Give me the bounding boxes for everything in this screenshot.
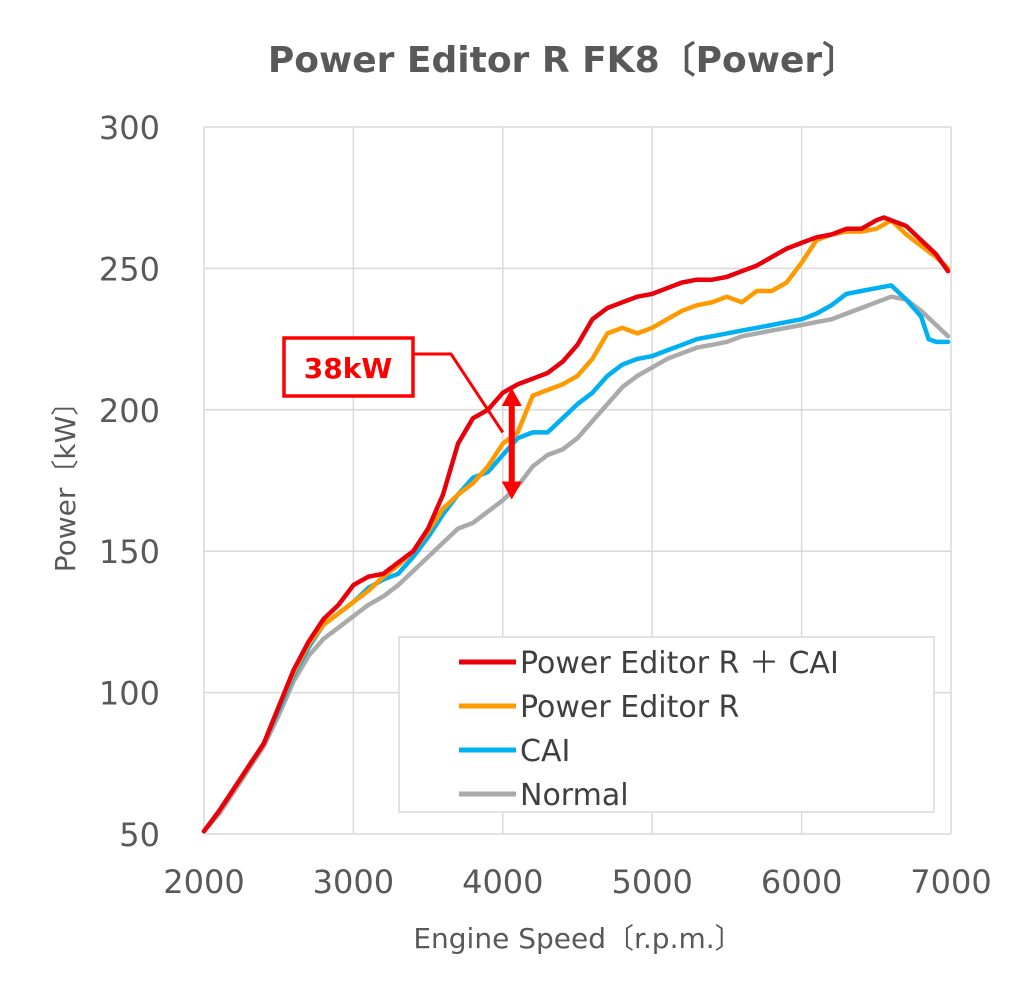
x-axis-label: Engine Speed〔r.p.m.〕 [413,922,742,955]
series-lines [201,215,951,834]
legend-label: Normal [520,778,629,813]
legend: Power Editor R ＋ CAI Power Editor R CAI Nor… [398,636,935,813]
y-tick-label: 200 [99,392,160,430]
y-tick-label: 150 [99,533,160,571]
y-axis-label: Power〔kW〕 [49,388,82,573]
legend-label: CAI [520,734,570,769]
annotation-leader [413,352,505,434]
legend-label: Power Editor R [520,690,739,725]
legend-label: Power Editor R ＋ CAI [520,646,839,681]
y-tick-label: 250 [99,250,160,288]
legend-box [398,636,935,813]
annotation-label: 38kW [304,352,393,385]
annotation: 38kW [282,336,522,500]
chart-title: Power Editor R FK8〔Power〕 [268,39,858,81]
annotation-arrow-head-bottom [501,481,522,500]
x-tick-label: 6000 [761,863,842,901]
x-tick-label: 2000 [163,863,244,901]
series-line-power-editor-r-cai [201,215,951,834]
annotation-box [282,336,415,398]
tick-labels: 50 100 150 200 250 300 2000 3000 4000 5000 6000 700… [99,109,992,901]
y-tick-label: 50 [119,816,160,854]
y-tick-label: 100 [99,675,160,713]
x-tick-label: 4000 [462,863,543,901]
x-tick-label: 3000 [313,863,394,901]
y-tick-label: 300 [99,109,160,147]
annotation-arrow-head-top [501,388,522,407]
x-tick-label: 7000 [910,863,991,901]
x-tick-label: 5000 [611,863,692,901]
series-line-normal [201,294,951,834]
